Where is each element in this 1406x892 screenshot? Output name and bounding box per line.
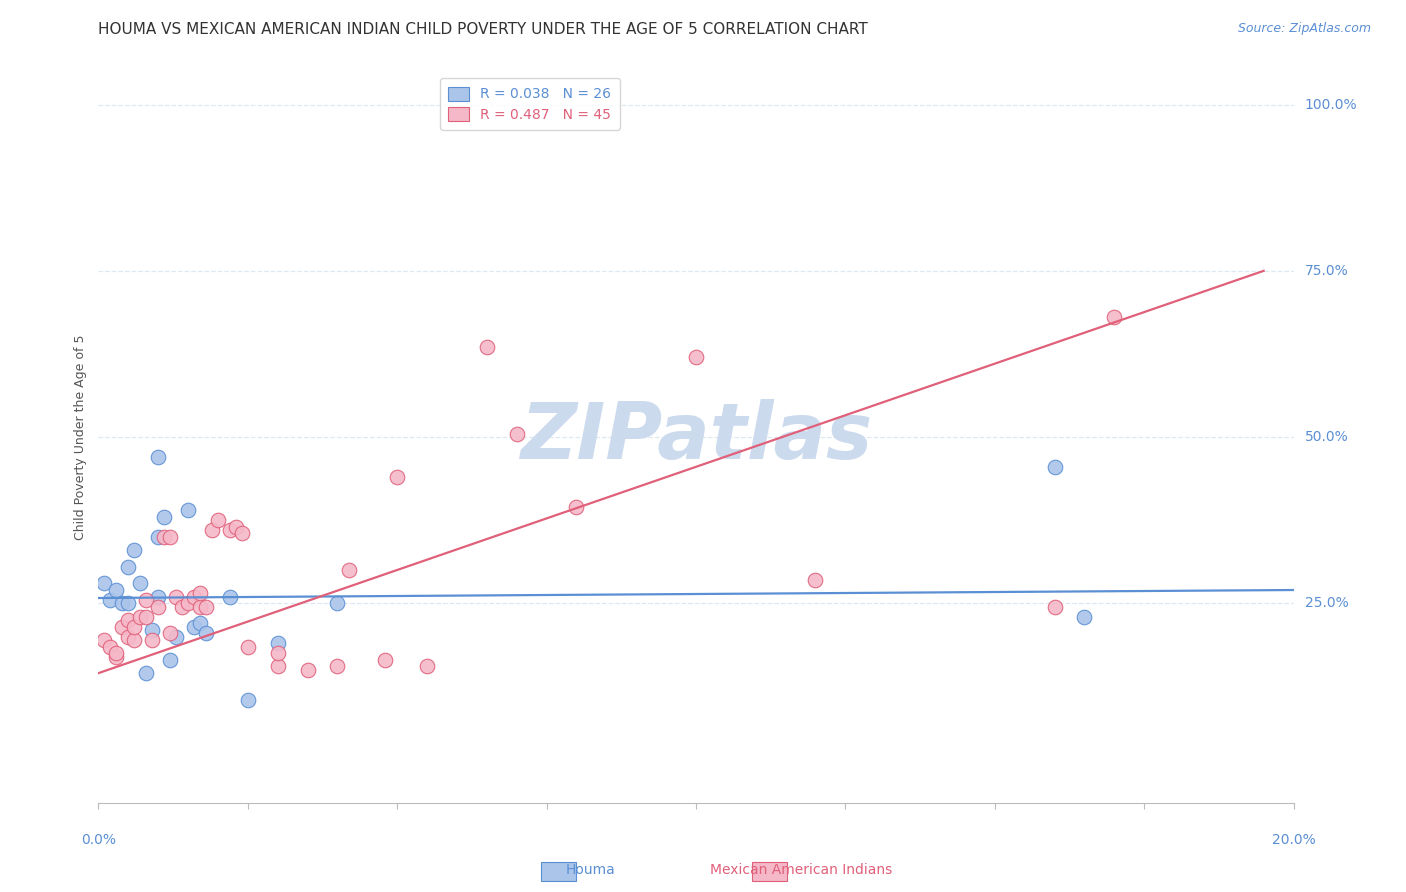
Point [188,586,211,600]
Point [297,663,319,677]
Text: 50.0%: 50.0% [1305,430,1348,444]
Point [565,500,588,514]
Point [1104,310,1126,325]
Point [339,563,360,577]
Point [194,626,218,640]
Text: 20.0%: 20.0% [1271,833,1316,847]
Point [135,666,157,681]
Point [1043,599,1066,614]
Point [194,599,218,614]
Point [267,659,290,673]
Text: 100.0%: 100.0% [1305,97,1357,112]
Point [326,659,349,673]
Point [475,340,498,354]
Text: HOUMA VS MEXICAN AMERICAN INDIAN CHILD POVERTY UNDER THE AGE OF 5 CORRELATION CH: HOUMA VS MEXICAN AMERICAN INDIAN CHILD P… [98,22,868,37]
Point [207,513,229,527]
Text: Source: ZipAtlas.com: Source: ZipAtlas.com [1237,22,1371,36]
Point [219,523,242,537]
Point [98,640,122,654]
Point [506,426,529,441]
Point [135,593,157,607]
Point [148,450,170,464]
Point [219,590,242,604]
Point [172,599,194,614]
Point [124,543,146,558]
Point [225,520,247,534]
Point [177,503,200,517]
Point [148,590,170,604]
Point [188,616,211,631]
Point [1043,460,1066,475]
Point [188,599,211,614]
Point [231,526,253,541]
Point [105,649,128,664]
Point [93,632,115,647]
Point [236,640,259,654]
Point [183,619,205,633]
Point [98,593,122,607]
Point [267,646,290,660]
Point [135,609,157,624]
Point [165,630,187,644]
Point [124,619,146,633]
Point [183,590,205,604]
Point [1073,609,1095,624]
Point [416,659,439,673]
Point [236,692,259,706]
Y-axis label: Child Poverty Under the Age of 5: Child Poverty Under the Age of 5 [75,334,87,540]
Text: Houma: Houma [565,863,616,877]
Point [105,646,128,660]
Point [117,613,139,627]
Point [141,632,163,647]
Text: 75.0%: 75.0% [1305,264,1348,277]
Text: 0.0%: 0.0% [82,833,115,847]
Point [141,623,163,637]
Text: Mexican American Indians: Mexican American Indians [710,863,893,877]
Point [159,530,181,544]
Point [165,590,187,604]
Point [111,596,134,610]
Point [685,351,707,365]
Point [129,609,152,624]
Point [148,599,170,614]
Point [804,573,827,587]
Point [177,596,200,610]
Point [159,626,181,640]
Text: ZIPatlas: ZIPatlas [520,399,872,475]
Legend: R = 0.038   N = 26, R = 0.487   N = 45: R = 0.038 N = 26, R = 0.487 N = 45 [440,78,620,130]
Point [111,619,134,633]
Point [124,632,146,647]
Point [117,559,139,574]
Point [159,653,181,667]
Point [148,530,170,544]
Point [385,470,409,484]
Point [153,530,176,544]
Point [129,576,152,591]
Point [374,653,396,667]
Point [326,596,349,610]
Text: 25.0%: 25.0% [1305,597,1348,610]
Point [153,509,176,524]
Point [117,596,139,610]
Point [267,636,290,650]
Point [105,582,128,597]
Point [117,630,139,644]
Point [93,576,115,591]
Point [201,523,224,537]
